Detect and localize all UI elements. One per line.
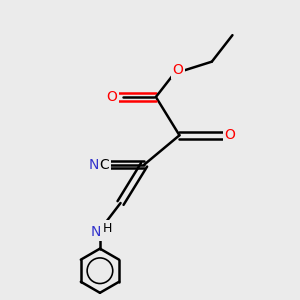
Text: O: O [224, 128, 235, 142]
Text: N: N [89, 158, 99, 172]
Text: O: O [106, 90, 117, 104]
Text: N: N [90, 225, 101, 239]
Text: O: O [172, 64, 183, 77]
Text: H: H [103, 221, 112, 235]
Text: C: C [100, 158, 109, 172]
